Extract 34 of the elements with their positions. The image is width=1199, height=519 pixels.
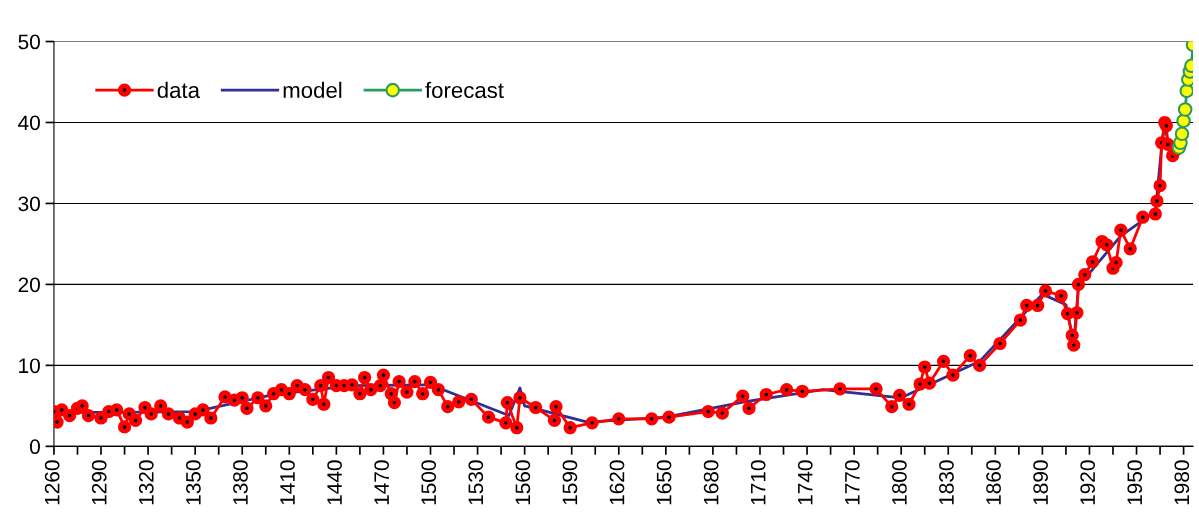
legend-label: data [157,81,200,99]
x-tick-label: 1320 [138,460,154,505]
x-tick-label: 1380 [233,460,248,505]
legend-label: forecast [425,81,504,99]
x-tick-label: 1260 [44,460,60,505]
y-tick-label: 20 [18,277,40,293]
y-tick-label: 10 [19,358,40,374]
x-tick-label: 1950 [1127,460,1143,505]
x-tick-label: 1350 [186,460,201,505]
x-tick-label: 1560 [515,460,531,505]
legend-label: model [283,81,342,99]
x-tick-label: 1890 [1033,460,1048,505]
x-tick-label: 1410 [280,460,295,505]
x-tick-label: 1290 [91,460,107,505]
x-tick-label: 1830 [939,460,954,505]
x-tick-label: 1500 [421,460,437,505]
x-tick-label: 1800 [892,460,907,505]
y-tick-label: 0 [29,439,40,455]
x-tick-label: 1470 [374,460,390,505]
y-tick-label: 50 [18,34,40,50]
x-tick-label: 1770 [844,460,860,505]
x-tick-label: 1980 [1174,460,1190,505]
x-tick-label: 1920 [1080,460,1096,505]
x-tick-label: 1650 [656,460,672,505]
y-tick-label: 30 [18,196,40,212]
x-tick-label: 1680 [703,460,719,505]
x-tick-label: 1710 [750,460,766,505]
x-tick-label: 1620 [609,460,625,505]
x-tick-label: 1740 [797,460,813,505]
x-tick-label: 1440 [327,460,342,505]
x-tick-label: 1530 [468,460,484,505]
x-tick-label: 1590 [562,460,578,505]
x-tick-label: 1860 [986,460,1001,505]
y-tick-label: 40 [18,115,40,131]
